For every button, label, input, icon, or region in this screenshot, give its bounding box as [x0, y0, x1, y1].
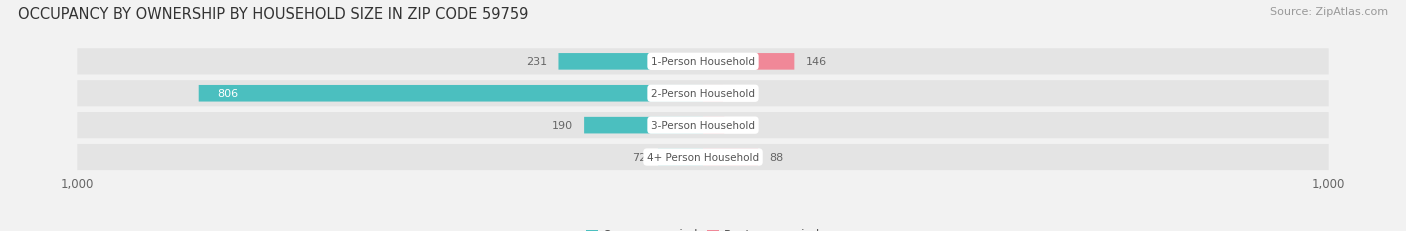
- Text: 3-Person Household: 3-Person Household: [651, 121, 755, 131]
- FancyBboxPatch shape: [77, 81, 1329, 107]
- Text: 88: 88: [769, 152, 783, 162]
- Text: 231: 231: [526, 57, 547, 67]
- Text: 2-Person Household: 2-Person Household: [651, 89, 755, 99]
- FancyBboxPatch shape: [583, 117, 703, 134]
- FancyBboxPatch shape: [658, 149, 703, 166]
- Text: 32: 32: [734, 89, 748, 99]
- FancyBboxPatch shape: [703, 54, 794, 70]
- Text: 4+ Person Household: 4+ Person Household: [647, 152, 759, 162]
- FancyBboxPatch shape: [198, 85, 703, 102]
- FancyBboxPatch shape: [703, 85, 723, 102]
- FancyBboxPatch shape: [77, 112, 1329, 139]
- Text: Source: ZipAtlas.com: Source: ZipAtlas.com: [1270, 7, 1388, 17]
- Text: 146: 146: [806, 57, 827, 67]
- Text: OCCUPANCY BY OWNERSHIP BY HOUSEHOLD SIZE IN ZIP CODE 59759: OCCUPANCY BY OWNERSHIP BY HOUSEHOLD SIZE…: [18, 7, 529, 22]
- Text: 1-Person Household: 1-Person Household: [651, 57, 755, 67]
- Text: 72: 72: [633, 152, 647, 162]
- FancyBboxPatch shape: [558, 54, 703, 70]
- Text: 806: 806: [218, 89, 239, 99]
- Text: 190: 190: [551, 121, 572, 131]
- FancyBboxPatch shape: [77, 144, 1329, 170]
- Text: 34: 34: [735, 121, 749, 131]
- FancyBboxPatch shape: [703, 149, 758, 166]
- FancyBboxPatch shape: [703, 117, 724, 134]
- FancyBboxPatch shape: [77, 49, 1329, 75]
- Legend: Owner-occupied, Renter-occupied: Owner-occupied, Renter-occupied: [581, 224, 825, 231]
